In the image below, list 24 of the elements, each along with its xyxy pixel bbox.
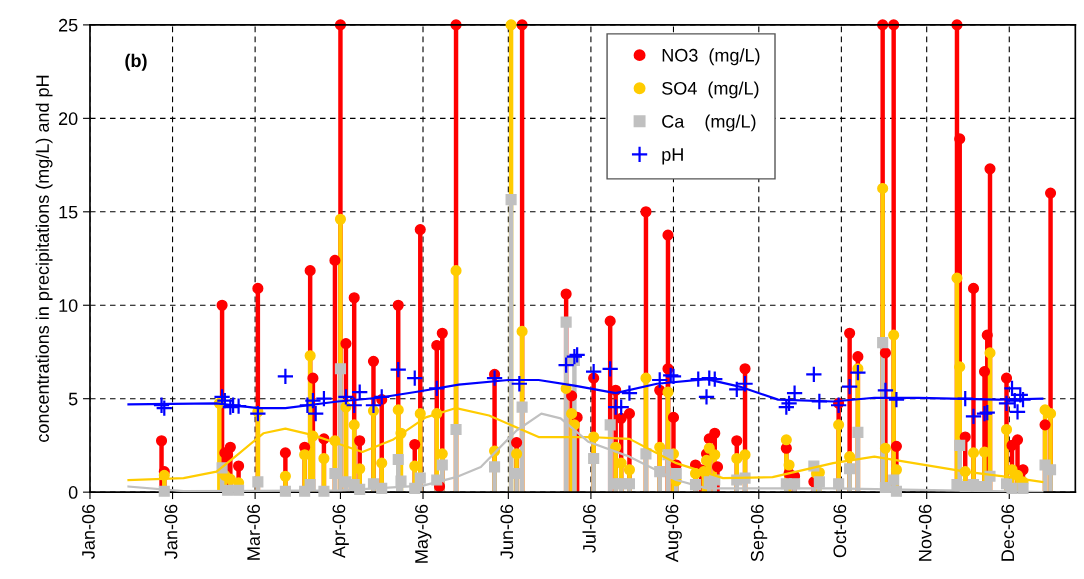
y-tick-label: 20 (58, 112, 78, 126)
x-tick-label: Oct-06 (833, 504, 847, 558)
x-tick-label: Aug-06 (665, 504, 682, 563)
x-tick-label: Jul-06 (582, 504, 596, 553)
legend-label: pH (662, 148, 683, 165)
legend-label: NO3 (mg/L) (662, 48, 760, 66)
x-tick-label: May-06 (415, 504, 432, 563)
y-tick-label: 25 (58, 18, 78, 32)
y-axis-title: concentrations in precipitations (mg/L) and pH (35, 75, 53, 442)
y-tick-label: 10 (59, 299, 78, 312)
y-tick-label: 0 (68, 486, 78, 499)
x-tick-label: Dec-06 (1001, 504, 1015, 561)
y-tick-label: 15 (59, 205, 78, 219)
x-tick-label: Sep-06 (750, 504, 768, 562)
x-tick-label: Jan-06 (164, 504, 178, 559)
legend-label: Ca (mg/L) (662, 114, 756, 132)
x-tick-label: Jan-06 (82, 504, 95, 559)
annotation: (b) (125, 53, 147, 71)
x-tick-label: Jun-06 (500, 504, 514, 559)
x-tick-label: Mar-06 (247, 504, 260, 560)
y-tick-label: 5 (68, 392, 78, 406)
x-tick-label: Apr-06 (332, 504, 349, 559)
x-tick-label: Nov-06 (918, 504, 932, 561)
legend-label: SO4 (mg/L) (662, 81, 759, 99)
